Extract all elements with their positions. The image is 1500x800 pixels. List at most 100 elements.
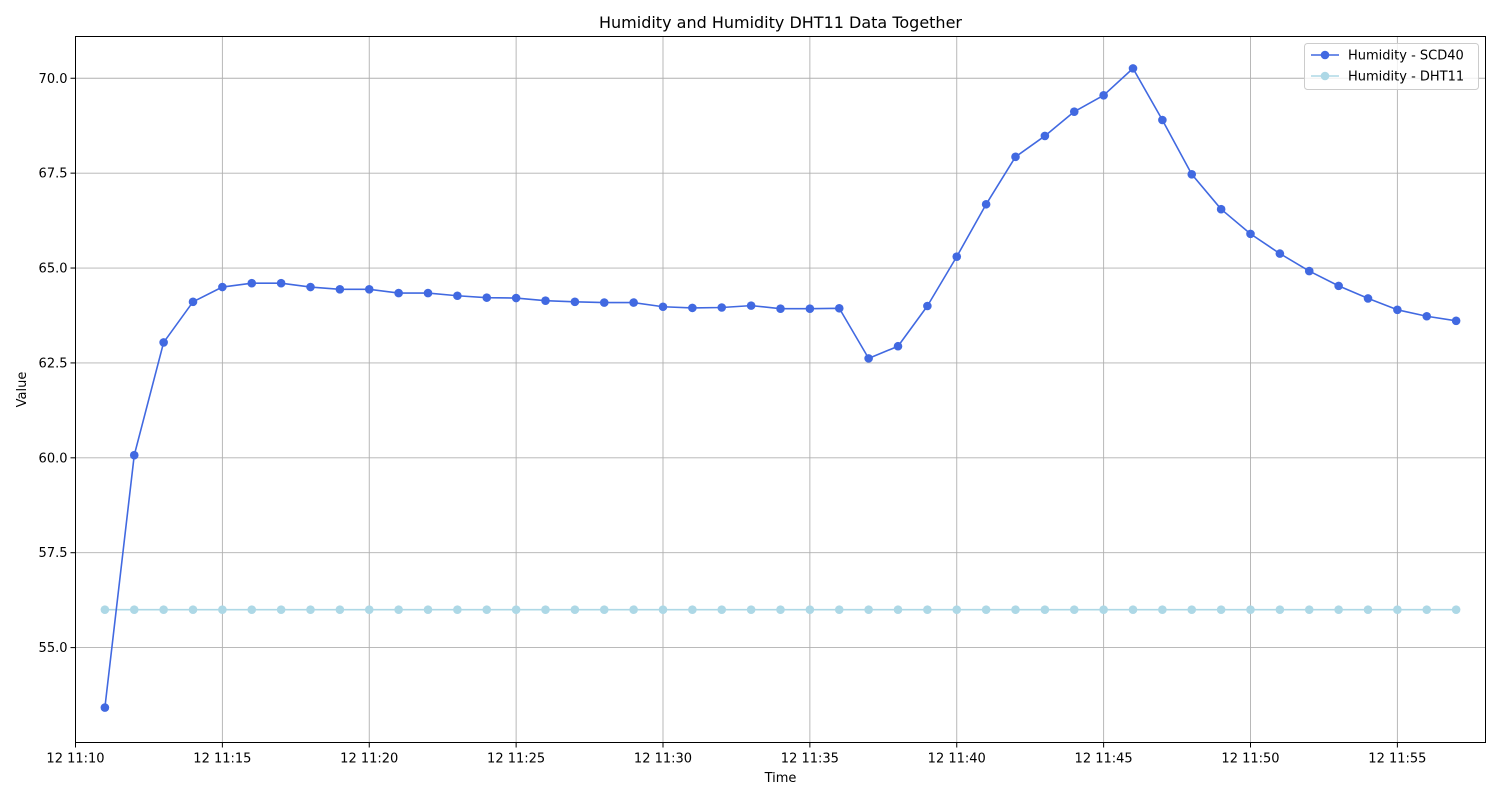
- x-tick-label: 12 11:30: [634, 752, 692, 767]
- data-point: [453, 605, 462, 614]
- data-point: [599, 298, 609, 307]
- legend-items: Humidity - SCD40 Humidity - DHT11: [1311, 49, 1464, 85]
- x-tick-label: 12 11:10: [46, 752, 104, 767]
- data-point: [423, 605, 433, 614]
- data-point: [746, 301, 756, 310]
- data-point: [1040, 131, 1050, 141]
- data-point: [247, 605, 257, 614]
- data-point: [100, 605, 110, 614]
- legend-entry: Humidity - DHT11: [1311, 70, 1464, 85]
- data-point: [276, 605, 286, 614]
- data-point: [218, 282, 227, 292]
- data-point: [688, 303, 697, 313]
- data-point: [1422, 311, 1432, 321]
- y-tick-label: 57.5: [39, 546, 68, 561]
- data-point: [423, 288, 433, 298]
- x-tick-label: 12 11:45: [1075, 752, 1133, 767]
- data-point: [159, 338, 168, 347]
- data-point: [159, 605, 168, 614]
- data-point: [658, 605, 668, 614]
- data-point: [1451, 316, 1461, 326]
- legend-label: Humidity - DHT11: [1348, 70, 1464, 85]
- data-point: [364, 605, 374, 614]
- data-point: [541, 605, 550, 614]
- data-point: [1304, 266, 1314, 276]
- data-point: [981, 605, 991, 614]
- data-point: [188, 605, 198, 614]
- data-point: [1128, 64, 1138, 73]
- x-tick-label: 12 11:50: [1221, 752, 1279, 767]
- legend-label: Humidity - SCD40: [1348, 49, 1464, 64]
- data-point: [688, 605, 697, 614]
- data-point: [453, 291, 462, 301]
- data-point: [482, 605, 492, 614]
- data-point: [570, 605, 580, 614]
- x-tick-label: 12 11:15: [193, 752, 251, 767]
- data-point: [247, 278, 257, 288]
- axis-ticks: 12 11:10 12 11:15 12 11:20 12 11:25 12 11:30…: [39, 72, 1427, 767]
- data-point: [1275, 605, 1285, 614]
- x-tick-label: 12 11:55: [1368, 752, 1426, 767]
- data-point: [629, 298, 638, 307]
- y-tick-label: 70.0: [39, 72, 68, 87]
- data-point: [717, 605, 727, 614]
- plot-frame: [75, 36, 1486, 743]
- data-point: [1216, 204, 1226, 214]
- data-point: [335, 605, 345, 614]
- data-point: [1363, 294, 1373, 303]
- series-humidity-scd40: [100, 64, 1461, 712]
- data-point: [218, 605, 227, 614]
- data-point: [1246, 229, 1255, 239]
- data-point: [893, 341, 903, 351]
- data-point: [306, 605, 315, 614]
- data-point: [541, 296, 550, 305]
- y-tick-label: 67.5: [39, 167, 68, 182]
- legend: Humidity - SCD40 Humidity - DHT11: [1304, 43, 1479, 90]
- data-point: [952, 605, 962, 614]
- data-point: [776, 605, 785, 614]
- data-point: [1187, 605, 1197, 614]
- data-point: [100, 703, 110, 712]
- x-tick-label: 12 11:35: [781, 752, 839, 767]
- data-point: [923, 605, 932, 614]
- data-point: [511, 293, 521, 303]
- data-point: [1393, 305, 1402, 315]
- data-point: [1422, 605, 1432, 614]
- data-point: [1128, 605, 1138, 614]
- data-point: [1099, 91, 1108, 100]
- data-point: [129, 450, 139, 460]
- legend-box: [1304, 43, 1479, 90]
- data-point: [1334, 605, 1343, 614]
- data-point: [952, 252, 962, 261]
- y-tick-label: 62.5: [39, 356, 68, 371]
- series-layer: [100, 64, 1461, 712]
- data-point: [776, 304, 785, 313]
- series-humidity-dht11: [100, 605, 1461, 614]
- data-point: [188, 297, 198, 307]
- data-point: [1011, 605, 1020, 614]
- y-tick-label: 55.0: [39, 641, 68, 656]
- grid-lines: [75, 36, 1486, 743]
- legend-marker: [1320, 50, 1330, 60]
- data-point: [1099, 605, 1108, 614]
- data-point: [364, 284, 374, 294]
- data-point: [570, 297, 580, 307]
- x-tick-label: 12 11:25: [487, 752, 545, 767]
- y-tick-label: 60.0: [39, 451, 68, 466]
- data-point: [335, 284, 345, 294]
- data-point: [1451, 605, 1461, 614]
- data-point: [1158, 115, 1167, 125]
- y-axis-label: Value: [15, 372, 30, 408]
- data-point: [893, 605, 903, 614]
- data-point: [717, 303, 727, 312]
- y-tick-label: 65.0: [39, 262, 68, 277]
- legend-entry: Humidity - SCD40: [1311, 49, 1464, 64]
- chart-title: Humidity and Humidity DHT11 Data Togethe…: [599, 13, 962, 32]
- data-point: [834, 605, 844, 614]
- data-point: [1363, 605, 1373, 614]
- data-point: [629, 605, 638, 614]
- data-point: [805, 304, 815, 313]
- data-point: [306, 282, 315, 292]
- data-point: [1334, 281, 1343, 291]
